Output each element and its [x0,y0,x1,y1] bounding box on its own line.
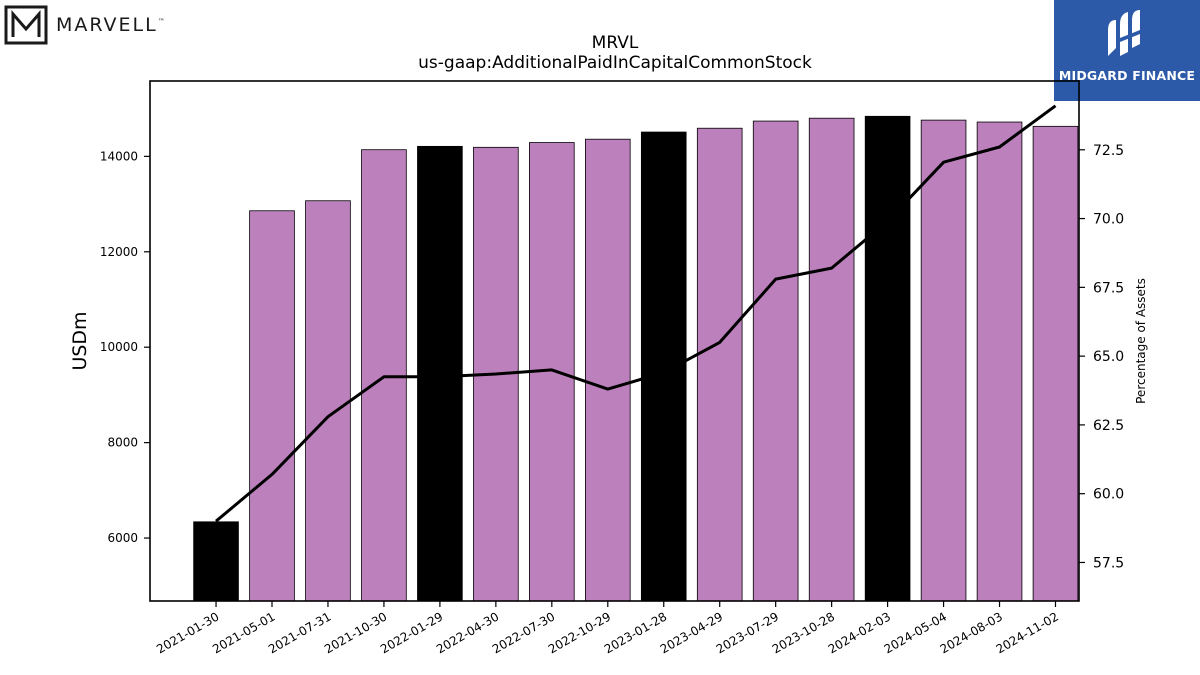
bar-2024-02-03 [864,115,911,602]
y2-tick-label-60: 60.0 [1093,487,1124,503]
right-axis: 57.5 60.0 62.5 65.0 67.5 70.0 72.5 [1079,143,1124,571]
left-axis: 6000 8000 10000 12000 14000 [100,149,150,545]
plot-frame [149,80,1080,602]
x-tick-label-2024-08-03: 2024-08-03 [938,609,1005,656]
bar-2024-08-03 [976,121,1023,602]
bars-group [193,115,1079,602]
x-tick-label-2023-07-29: 2023-07-29 [714,609,781,656]
x-tick-label-2023-04-29: 2023-04-29 [658,609,725,656]
y2-tick-label-67.5: 67.5 [1093,280,1124,296]
bar-2021-07-31 [305,200,351,602]
x-tick-label-2021-05-01: 2021-05-01 [210,609,277,656]
bar-2022-10-29 [584,138,631,602]
y2-axis-label: Percentage of Assets [1134,278,1148,404]
x-tick-label-2022-07-30: 2022-07-30 [490,609,557,656]
x-tick-label-2021-01-30: 2021-01-30 [154,609,221,656]
x-axis: 2021-01-302021-05-012021-07-312021-10-30… [154,601,1061,656]
marvell-wordmark: MARVELL™ [56,14,165,36]
y2-tick-label-57.5: 57.5 [1093,555,1124,571]
marvell-logo: MARVELL™ [4,5,165,45]
midgard-emblem-icon [1108,10,1140,56]
y2-tick-label-72.5: 72.5 [1093,143,1124,159]
bar-2023-04-29 [696,127,743,602]
x-tick-label-2022-01-29: 2022-01-29 [378,609,445,656]
bar-2021-05-01 [249,210,295,602]
y-tick-label-10000: 10000 [100,340,138,354]
bar-2024-11-02 [1032,125,1079,602]
x-tick-label-2024-11-02: 2024-11-02 [994,609,1061,656]
y2-tick-label-70: 70.0 [1093,212,1124,228]
bar-2023-07-29 [752,120,799,602]
bar-2022-01-29 [417,145,463,602]
midgard-wordmark: MIDGARD FINANCE [1058,68,1196,83]
x-tick-label-2021-10-30: 2021-10-30 [322,609,389,656]
y-axis-label: USDm [69,311,91,370]
x-tick-label-2024-05-04: 2024-05-04 [882,609,949,656]
y-tick-label-8000: 8000 [107,436,138,450]
y2-tick-label-62.5: 62.5 [1093,418,1124,434]
bar-2023-01-28 [640,131,687,602]
x-tick-label-2024-02-03: 2024-02-03 [826,609,893,656]
percentage-line [215,104,1057,523]
x-tick-label-2023-01-28: 2023-01-28 [602,609,669,656]
y-tick-label-12000: 12000 [100,245,138,259]
chart-subtitle: us-gaap:AdditionalPaidInCapitalCommonSto… [418,53,812,73]
marvell-emblem-icon [4,5,48,45]
bar-2021-01-30 [193,521,239,602]
x-tick-label-2022-10-29: 2022-10-29 [546,609,613,656]
bar-2024-05-04 [920,119,967,602]
line-group [215,104,1057,523]
x-tick-label-2021-07-31: 2021-07-31 [266,609,333,656]
x-tick-label-2023-10-28: 2023-10-28 [770,609,837,656]
y-tick-label-14000: 14000 [100,149,138,163]
y2-tick-label-65: 65.0 [1093,349,1124,365]
bar-2023-10-28 [808,117,855,602]
chart-title: MRVL [592,33,639,53]
y-tick-label-6000: 6000 [107,531,138,545]
x-tick-label-2022-04-30: 2022-04-30 [434,609,501,656]
